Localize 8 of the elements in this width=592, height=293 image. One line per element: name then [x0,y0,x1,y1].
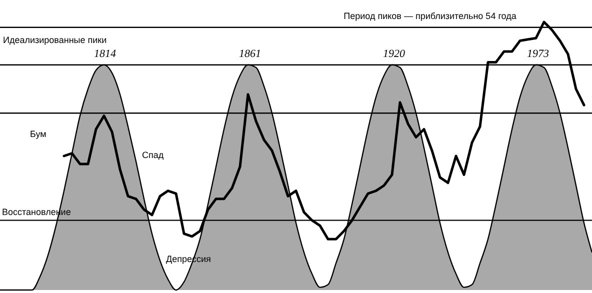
annotation: Идеализированные пики [3,35,107,45]
annotation: 1920 [383,48,406,60]
annotation: Спад [142,150,164,160]
annotation: 1861 [239,48,261,60]
text: Период пиков — приблизительно 54 года [344,11,516,21]
annotation: Бум [30,129,46,139]
annotation: 1814 [94,48,116,60]
annotation: 1973 [527,48,550,60]
